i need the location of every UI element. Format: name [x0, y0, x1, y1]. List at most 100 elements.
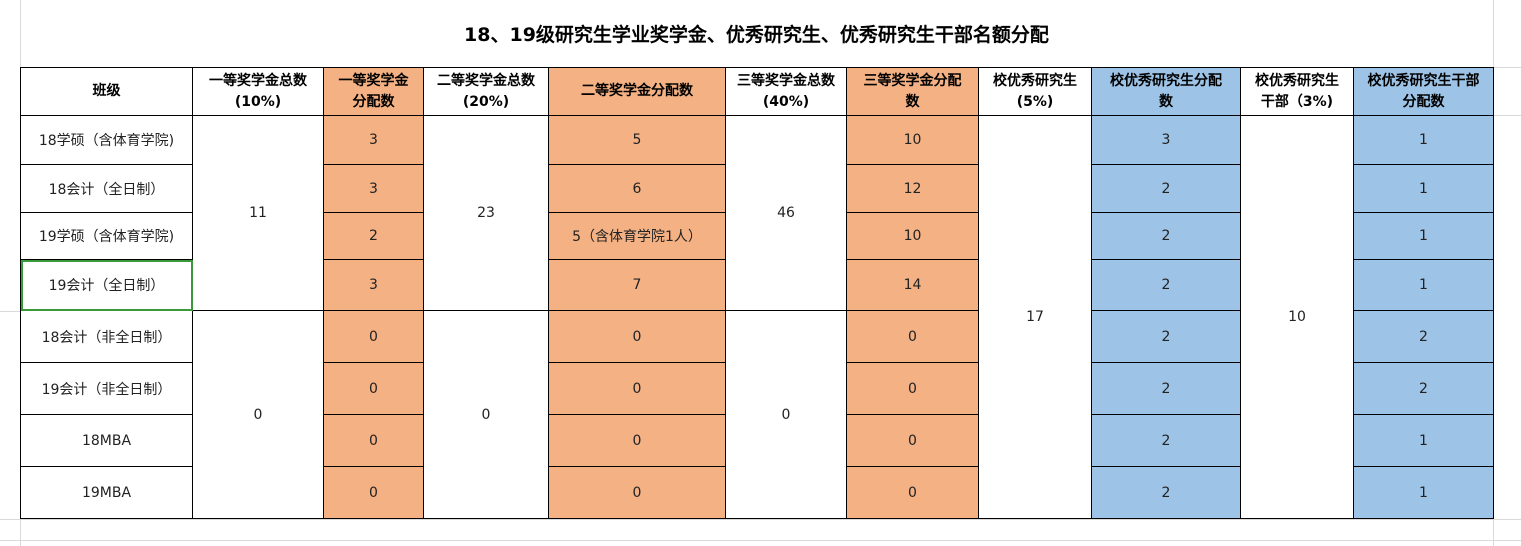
second-allocation-cell[interactable]: 5（含体育学院1人）: [548, 212, 726, 260]
excellent-allocation-cell[interactable]: 2: [1091, 259, 1241, 311]
second-allocation-cell[interactable]: 0: [548, 310, 726, 363]
third-total-cell[interactable]: 46: [725, 115, 847, 311]
cadre-allocation-cell[interactable]: 1: [1353, 414, 1494, 467]
header-text: 分配数: [1402, 93, 1445, 110]
table-row: 19会计（非全日制） 0 0 0 2 2: [20, 362, 1494, 415]
header-text: 一等奖学金: [338, 72, 409, 89]
first-allocation-cell[interactable]: 0: [323, 362, 424, 415]
third-allocation-cell[interactable]: 14: [846, 259, 979, 311]
second-allocation-cell[interactable]: 0: [548, 362, 726, 415]
third-allocation-cell[interactable]: 10: [846, 212, 979, 260]
first-allocation-cell[interactable]: 0: [323, 466, 424, 519]
header-text: 分配数: [352, 93, 395, 110]
header-text: 二等奖学金分配数: [581, 83, 693, 99]
excellent-allocation-cell[interactable]: 2: [1091, 164, 1241, 213]
cadre-allocation-cell[interactable]: 2: [1353, 310, 1494, 363]
column-header[interactable]: 一等奖学金总数 (10%): [192, 67, 324, 116]
column-header[interactable]: 三等奖学金总数 (40%): [725, 67, 847, 116]
class-cell[interactable]: 19MBA: [20, 466, 193, 519]
first-allocation-cell[interactable]: 3: [323, 164, 424, 213]
third-allocation-cell[interactable]: 12: [846, 164, 979, 213]
first-allocation-cell[interactable]: 2: [323, 212, 424, 260]
second-allocation-cell[interactable]: 5: [548, 115, 726, 165]
column-header[interactable]: 二等奖学金分配数: [548, 67, 726, 116]
table-row: 18学硕（含体育学院) 11 3 23 5 46 10 17 3 10 1: [20, 115, 1494, 519]
cadre-allocation-cell[interactable]: 1: [1353, 259, 1494, 311]
column-header[interactable]: 班级: [20, 67, 193, 116]
class-cell[interactable]: 18MBA: [20, 414, 193, 467]
gridline: [0, 519, 1521, 520]
allocation-table: 班级 一等奖学金总数 (10%) 一等奖学金 分配数 二等奖学金总数 (20%) 二等奖学金分…: [20, 67, 1494, 519]
cadre-allocation-cell[interactable]: 1: [1353, 212, 1494, 260]
header-text: 校优秀研究生干部: [1367, 72, 1480, 89]
second-total-cell[interactable]: 23: [423, 115, 549, 311]
header-text: (20%): [462, 93, 510, 110]
second-allocation-cell[interactable]: 0: [548, 466, 726, 519]
third-allocation-cell[interactable]: 10: [846, 115, 979, 165]
first-allocation-cell[interactable]: 3: [323, 259, 424, 311]
first-allocation-cell[interactable]: 0: [323, 310, 424, 363]
column-header[interactable]: 二等奖学金总数 (20%): [423, 67, 549, 116]
third-allocation-cell[interactable]: 0: [846, 466, 979, 519]
header-text: 校优秀研究生: [1255, 72, 1339, 89]
excellent-allocation-cell[interactable]: 2: [1091, 466, 1241, 519]
cadre-allocation-cell[interactable]: 1: [1353, 466, 1494, 519]
column-header[interactable]: 校优秀研究生分配数: [1091, 67, 1241, 116]
header-text: 一等奖学金总数: [209, 72, 307, 89]
header-text: 数: [905, 93, 920, 110]
excellent-allocation-cell[interactable]: 3: [1091, 115, 1241, 165]
header-row: 班级 一等奖学金总数 (10%) 一等奖学金 分配数 二等奖学金总数 (20%) 二等奖学金分…: [20, 67, 1494, 116]
first-total-cell[interactable]: 11: [192, 115, 324, 311]
excellent-total-cell[interactable]: 17: [978, 115, 1092, 519]
gridline: [1493, 67, 1521, 68]
class-cell[interactable]: 19会计（全日制）: [20, 259, 193, 311]
second-allocation-cell[interactable]: 7: [548, 259, 726, 311]
class-cell[interactable]: 18会计（非全日制）: [20, 310, 193, 363]
third-allocation-cell[interactable]: 0: [846, 310, 979, 363]
gridline: [1493, 115, 1521, 116]
table-row: 18会计（非全日制） 0 0 0 0 0 0 2 2: [20, 310, 1494, 519]
excellent-allocation-cell[interactable]: 2: [1091, 362, 1241, 415]
second-allocation-cell[interactable]: 0: [548, 414, 726, 467]
sheet-title[interactable]: 18、19级研究生学业奖学金、优秀研究生、优秀研究生干部名额分配: [464, 24, 1049, 46]
excellent-allocation-cell[interactable]: 2: [1091, 414, 1241, 467]
header-text: 校优秀研究生: [993, 72, 1077, 89]
table-row: 18会计（全日制） 3 6 12 2 1: [20, 164, 1494, 213]
header-text: (10%): [234, 93, 282, 110]
first-allocation-cell[interactable]: 3: [323, 115, 424, 165]
excellent-allocation-cell[interactable]: 2: [1091, 212, 1241, 260]
gridline: [1493, 0, 1494, 546]
column-header[interactable]: 校优秀研究生 (5%): [978, 67, 1092, 116]
column-header[interactable]: 校优秀研究生 干部（3%): [1240, 67, 1354, 116]
column-header[interactable]: 三等奖学金分配数: [846, 67, 979, 116]
class-cell[interactable]: 19学硕（含体育学院): [20, 212, 193, 260]
header-text: 二等奖学金总数: [437, 72, 535, 89]
header-text: 三等奖学金分配: [863, 72, 962, 89]
class-cell[interactable]: 18会计（全日制）: [20, 164, 193, 213]
header-text: 三等奖学金总数: [737, 72, 835, 89]
third-allocation-cell[interactable]: 0: [846, 414, 979, 467]
gridline: [0, 311, 20, 312]
cadre-allocation-cell[interactable]: 1: [1353, 164, 1494, 213]
excellent-allocation-cell[interactable]: 2: [1091, 310, 1241, 363]
column-header[interactable]: 一等奖学金 分配数: [323, 67, 424, 116]
third-allocation-cell[interactable]: 0: [846, 362, 979, 415]
second-total-cell[interactable]: 0: [423, 310, 549, 519]
header-text: (40%): [762, 93, 810, 110]
third-total-cell[interactable]: 0: [725, 310, 847, 519]
cadre-allocation-cell[interactable]: 1: [1353, 115, 1494, 165]
first-total-cell[interactable]: 0: [192, 310, 324, 519]
table-row: 19会计（全日制） 3 7 14 2 1: [20, 259, 1494, 311]
header-text: 干部（3%): [1260, 93, 1334, 110]
column-header[interactable]: 校优秀研究生干部 分配数: [1353, 67, 1494, 116]
first-allocation-cell[interactable]: 0: [323, 414, 424, 467]
header-text: 数: [1159, 93, 1173, 110]
class-cell[interactable]: 18学硕（含体育学院): [20, 115, 193, 165]
header-text: 校优秀研究生分配: [1110, 72, 1222, 89]
class-cell[interactable]: 19会计（非全日制）: [20, 362, 193, 415]
cadre-allocation-cell[interactable]: 2: [1353, 362, 1494, 415]
header-text: (5%): [1016, 93, 1054, 110]
cadre-total-cell[interactable]: 10: [1240, 115, 1354, 519]
header-text: 班级: [92, 83, 121, 99]
second-allocation-cell[interactable]: 6: [548, 164, 726, 213]
